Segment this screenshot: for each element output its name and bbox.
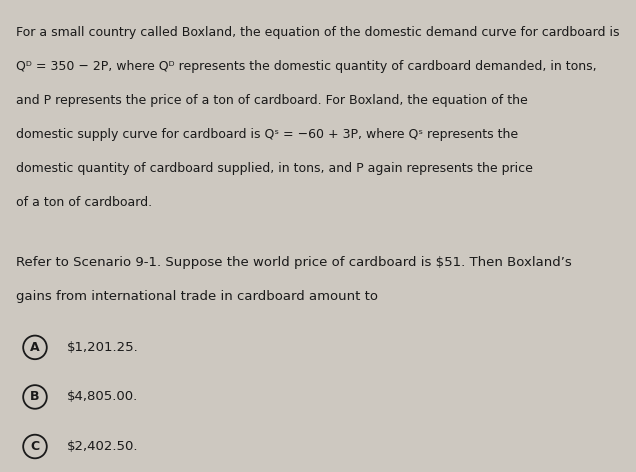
Text: domestic quantity of cardboard supplied, in tons, and P again represents the pri: domestic quantity of cardboard supplied,… xyxy=(16,162,533,175)
Text: of a ton of cardboard.: of a ton of cardboard. xyxy=(16,196,152,209)
Text: $1,201.25.: $1,201.25. xyxy=(67,341,139,354)
Text: Qᴰ = 350 − 2P, where Qᴰ represents the domestic quantity of cardboard demanded, : Qᴰ = 350 − 2P, where Qᴰ represents the d… xyxy=(16,60,597,73)
Text: gains from international trade in cardboard amount to: gains from international trade in cardbo… xyxy=(16,290,378,303)
Text: $2,402.50.: $2,402.50. xyxy=(67,440,138,453)
Text: B: B xyxy=(31,390,39,404)
Text: and P represents the price of a ton of cardboard. For Boxland, the equation of t: and P represents the price of a ton of c… xyxy=(16,94,528,107)
Text: $4,805.00.: $4,805.00. xyxy=(67,390,138,404)
Text: Refer to Scenario 9-1. Suppose the world price of cardboard is $51. Then Boxland: Refer to Scenario 9-1. Suppose the world… xyxy=(16,256,572,269)
Text: domestic supply curve for cardboard is Qˢ = −60 + 3P, where Qˢ represents the: domestic supply curve for cardboard is Q… xyxy=(16,128,518,141)
Text: C: C xyxy=(31,440,39,453)
Text: For a small country called Boxland, the equation of the domestic demand curve fo: For a small country called Boxland, the … xyxy=(16,26,619,39)
Text: A: A xyxy=(30,341,40,354)
